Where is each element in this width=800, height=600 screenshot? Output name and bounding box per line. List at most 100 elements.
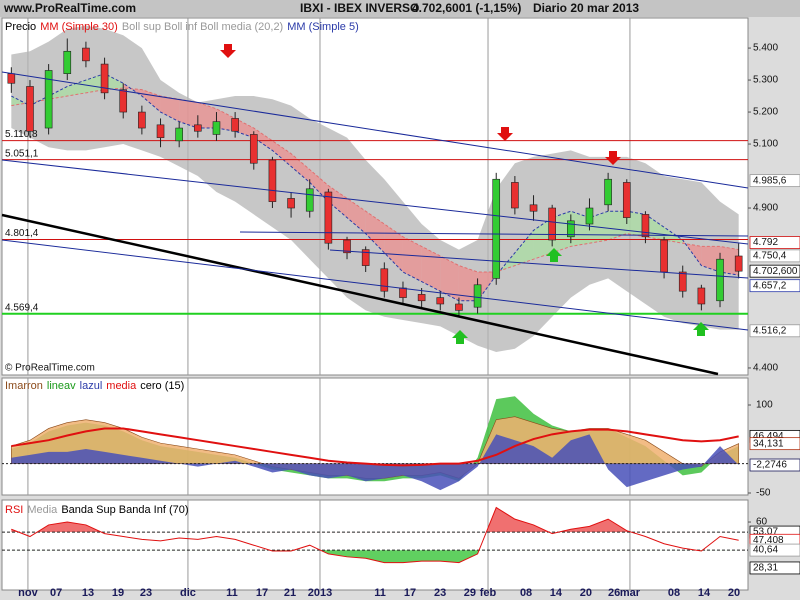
channel-line <box>1 239 749 331</box>
value-box-label: 4.702,600 <box>753 266 798 277</box>
value-box-label: 4.657,2 <box>753 280 787 291</box>
candle-body <box>417 294 426 302</box>
candle-body <box>212 121 221 135</box>
x-tick-label: 11 <box>374 587 386 599</box>
x-tick-label: 14 <box>698 587 711 599</box>
sell-arrow <box>220 44 236 58</box>
x-tick-label: nov <box>18 587 38 599</box>
legend-entry: media <box>106 380 137 392</box>
candle-body <box>361 249 370 266</box>
ma-fill <box>533 217 553 260</box>
y-tick-label: 4.400 <box>753 363 778 374</box>
ma-fill <box>458 265 478 301</box>
y-tick-label: -50 <box>756 488 771 499</box>
candle-body <box>716 258 724 302</box>
x-tick-label: 20 <box>728 587 740 599</box>
ma-fill <box>291 153 310 183</box>
legend: RSI Media Banda Sup Banda Inf (70) <box>5 504 189 516</box>
candle-body <box>380 268 389 292</box>
candle-body <box>678 271 687 292</box>
value-box-label: 46,494 <box>753 431 784 442</box>
y-tick-label: 60 <box>756 517 768 528</box>
candle-body <box>511 182 519 209</box>
candle-body <box>156 124 165 138</box>
x-tick-label: 29 <box>464 587 476 599</box>
level-label: 5.051,1 <box>5 148 39 159</box>
candle-body <box>455 303 463 311</box>
legend-entry: Boll sup Boll inf Boll media (20,2) <box>122 21 283 33</box>
candle-body <box>44 70 53 129</box>
x-tick-label: 07 <box>50 587 62 599</box>
rsi-line <box>11 506 739 564</box>
channel-line <box>1 71 749 189</box>
ma-fill <box>421 246 441 292</box>
candle-body <box>100 63 109 94</box>
y-tick-label: 5.300 <box>753 75 778 86</box>
x-tick-label: feb <box>480 587 497 599</box>
ma-fill <box>347 198 366 234</box>
buy-arrow <box>546 248 562 262</box>
value-box <box>749 279 800 293</box>
candle-body <box>567 220 575 238</box>
ma-fill <box>235 118 254 138</box>
sell-arrow <box>497 127 513 141</box>
candle-body <box>492 178 501 279</box>
value-box-label: 4.985,6 <box>753 175 787 186</box>
copyright: © ProRealTime.com <box>5 363 95 374</box>
ma-fill <box>48 86 68 100</box>
sell-arrow <box>605 151 621 165</box>
ma-fill <box>328 185 348 218</box>
value-box-label: -2,2746 <box>753 460 787 471</box>
x-tick-label: 26 <box>608 587 620 599</box>
annotations <box>1 44 749 376</box>
x-tick-label: 23 <box>140 587 152 599</box>
candle-body <box>305 188 314 212</box>
candle-body <box>604 178 612 206</box>
level-label: 4.801,4 <box>5 228 39 239</box>
x-tick-label: 13 <box>82 587 94 599</box>
ma-fill <box>104 73 124 90</box>
value-box <box>749 249 800 263</box>
ma-fill <box>720 246 739 276</box>
ma-fill <box>179 99 198 129</box>
candle-body <box>343 239 351 254</box>
ma-fill <box>402 236 422 282</box>
x-tick-label: 23 <box>434 587 446 599</box>
candle-body <box>473 284 482 308</box>
value-box-label: 4.750,4 <box>753 251 787 262</box>
legend-entry: RSI <box>5 504 23 516</box>
ma-fill <box>440 256 459 301</box>
legend-entry: Precio <box>5 21 36 33</box>
candle-body <box>268 159 277 202</box>
candle-body <box>175 127 183 142</box>
candle-body <box>660 239 668 273</box>
header-bar <box>0 0 800 17</box>
site: www.ProRealTime.com <box>3 1 136 15</box>
legend: Precio MM (Simple 30) Boll sup Boll inf Bo… <box>5 21 359 33</box>
value-box <box>749 324 800 338</box>
x-tick-label: dic <box>180 587 196 599</box>
y-tick-label: 100 <box>756 400 773 411</box>
legend: Imarron lineav lazul media cero (15) <box>5 380 184 392</box>
y-tick-label: 5.400 <box>753 43 778 54</box>
channel-line <box>1 159 749 245</box>
candle-body <box>697 287 706 305</box>
trend-line <box>1 213 719 376</box>
level-label: 4.569,4 <box>5 302 39 313</box>
channel-line <box>239 231 749 237</box>
x-tick-label: 21 <box>284 587 296 599</box>
mm5-line <box>11 73 739 302</box>
candle-body <box>119 89 128 113</box>
ma-fill <box>477 271 497 301</box>
buy-arrow <box>693 322 709 336</box>
ma-fill <box>216 108 236 132</box>
value-box-label: 47,408 <box>753 535 784 546</box>
value-box <box>749 561 800 575</box>
candle-body <box>324 191 333 244</box>
layer: nov 07 13 19 23 dic 11 17 21 2013 11 17 23 29 feb 08 14 2… <box>2 18 800 599</box>
rsi-under-fill <box>11 550 739 563</box>
candle-body <box>585 207 594 225</box>
candle-body <box>249 134 258 164</box>
ma-fill <box>253 128 273 151</box>
ma-fill <box>309 169 329 202</box>
